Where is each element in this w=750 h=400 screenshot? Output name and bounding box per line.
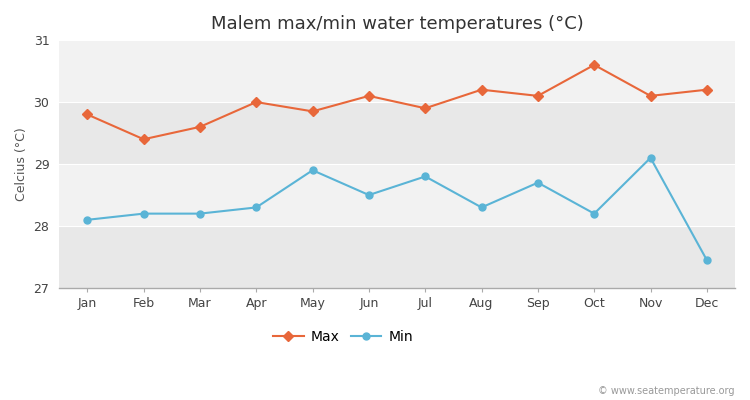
- Min: [82, 218, 92, 222]
- Bar: [59, 40, 735, 102]
- Line: Min: Min: [84, 154, 710, 264]
- Max: [702, 87, 711, 92]
- Max: [82, 112, 92, 117]
- Title: Malem max/min water temperatures (°C): Malem max/min water temperatures (°C): [211, 15, 584, 33]
- Max: [533, 94, 542, 98]
- Min: [533, 180, 542, 185]
- Line: Max: Max: [84, 62, 710, 143]
- Legend: Max, Min: Max, Min: [268, 325, 419, 350]
- Max: [590, 62, 598, 67]
- Bar: [59, 226, 735, 288]
- Min: [477, 205, 486, 210]
- Min: [196, 211, 205, 216]
- Max: [646, 94, 655, 98]
- Text: © www.seatemperature.org: © www.seatemperature.org: [598, 386, 735, 396]
- Min: [308, 168, 317, 173]
- Max: [477, 87, 486, 92]
- Min: [421, 174, 430, 179]
- Max: [196, 124, 205, 129]
- Bar: [59, 102, 735, 164]
- Max: [421, 106, 430, 111]
- Max: [364, 94, 374, 98]
- Bar: [59, 164, 735, 226]
- Y-axis label: Celcius (°C): Celcius (°C): [15, 127, 28, 201]
- Min: [646, 156, 655, 160]
- Min: [590, 211, 598, 216]
- Min: [252, 205, 261, 210]
- Max: [308, 109, 317, 114]
- Max: [252, 100, 261, 104]
- Min: [364, 193, 374, 198]
- Min: [702, 258, 711, 262]
- Max: [140, 137, 148, 142]
- Min: [140, 211, 148, 216]
